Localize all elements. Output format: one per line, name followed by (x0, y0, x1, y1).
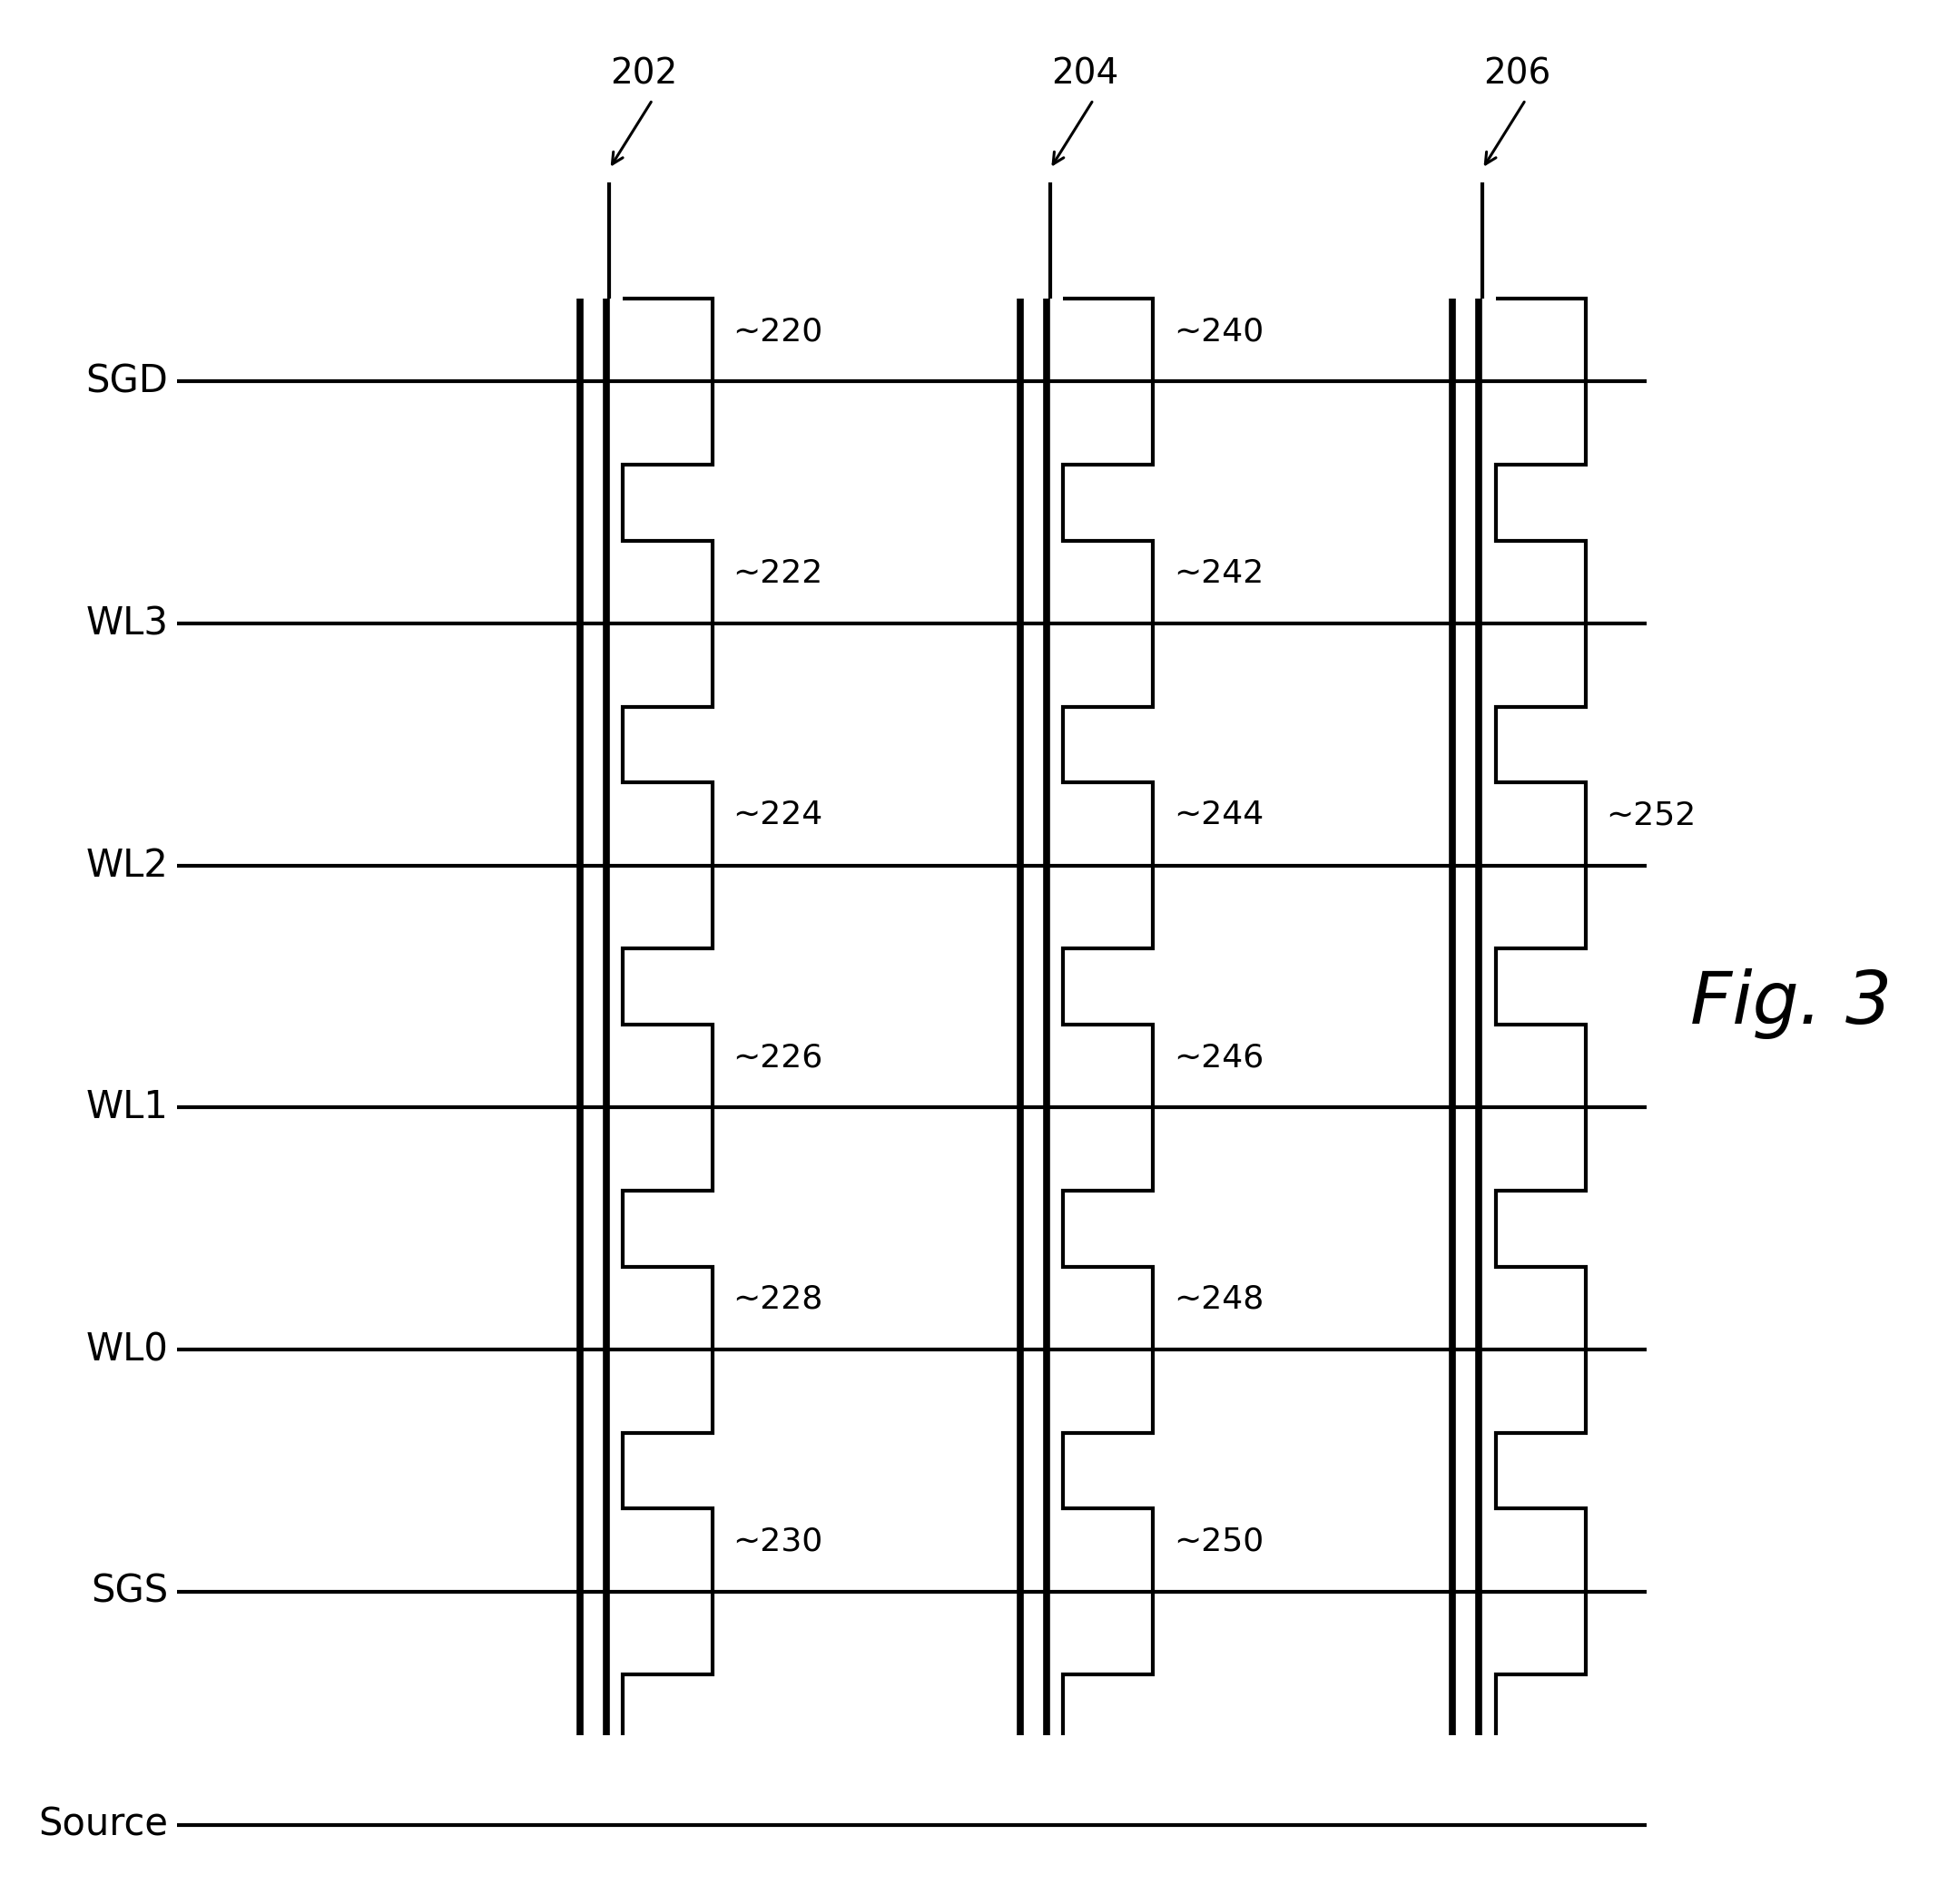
Text: SGS: SGS (91, 1573, 169, 1611)
Text: ∼226: ∼226 (733, 1041, 824, 1072)
Text: ∼246: ∼246 (1174, 1041, 1264, 1072)
Text: WL2: WL2 (85, 847, 169, 885)
Text: ∼220: ∼220 (733, 316, 824, 347)
Text: WL3: WL3 (85, 604, 169, 644)
Text: ∼250: ∼250 (1174, 1525, 1264, 1557)
Text: SGD: SGD (85, 362, 169, 400)
Text: 204: 204 (1050, 57, 1118, 91)
Text: ∼240: ∼240 (1174, 316, 1264, 347)
Text: 202: 202 (610, 57, 678, 91)
Text: WL0: WL0 (85, 1331, 169, 1369)
Text: ∼228: ∼228 (733, 1283, 824, 1316)
Text: Source: Source (39, 1805, 169, 1843)
Text: ∼244: ∼244 (1174, 800, 1264, 830)
Text: ∼230: ∼230 (733, 1525, 824, 1557)
Text: ∼222: ∼222 (733, 558, 824, 588)
Text: ∼224: ∼224 (733, 800, 824, 830)
Text: WL1: WL1 (85, 1089, 169, 1127)
Text: Fig. 3: Fig. 3 (1690, 969, 1891, 1040)
Text: ∼248: ∼248 (1174, 1283, 1264, 1316)
Text: ∼252: ∼252 (1607, 800, 1696, 830)
Text: 206: 206 (1483, 57, 1550, 91)
Text: ∼242: ∼242 (1174, 558, 1264, 588)
